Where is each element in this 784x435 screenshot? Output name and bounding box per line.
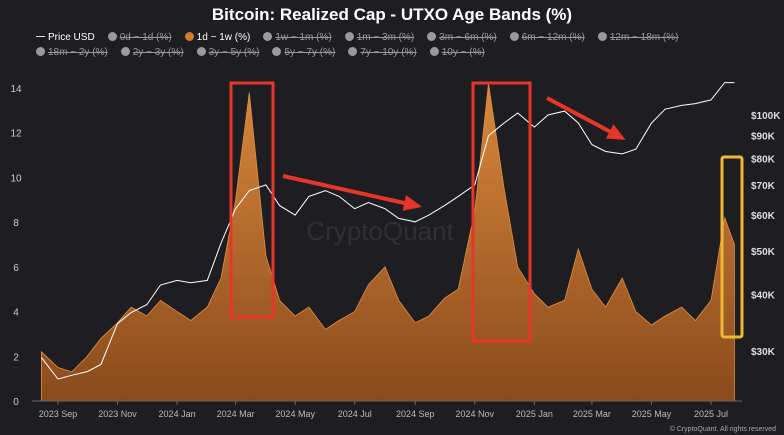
y-right-tick-label: $50K <box>751 247 776 258</box>
x-tick-label: 2025 Jan <box>516 409 553 419</box>
legend-item[interactable]: 1m ~ 3m (%) <box>344 30 415 45</box>
annotation-box <box>229 81 275 319</box>
y-right-tick-label: $30K <box>751 347 776 358</box>
legend: Price USD 0d ~ 1d (%) 1d ~ 1w (%) 1w ~ 1m (… <box>36 30 766 60</box>
legend-item[interactable]: 6m ~ 12m (%) <box>509 30 585 45</box>
x-tick-label: 2024 Sep <box>396 409 435 419</box>
annotation-arrow <box>546 96 623 140</box>
legend-label: 3m ~ 6m (%) <box>439 32 497 43</box>
legend-dot-marker <box>196 47 206 56</box>
series-line-price <box>41 82 735 380</box>
legend-label: 1m ~ 3m (%) <box>356 32 415 43</box>
x-tick-label: 2024 Jan <box>159 409 196 419</box>
y-right-tick-label: $90K <box>751 132 776 143</box>
legend-line-marker <box>36 36 45 37</box>
legend-label: 2y ~ 3y (%) <box>132 47 184 58</box>
legend-item[interactable]: 10y ~ (%) <box>429 45 485 60</box>
y-left-tick-label: 10 <box>10 173 22 184</box>
legend-item[interactable]: 3m ~ 6m (%) <box>427 30 497 45</box>
watermark: CryptoQuant <box>306 216 454 246</box>
legend-dot-marker <box>429 47 439 56</box>
legend-label: 10y ~ (%) <box>441 47 485 58</box>
y-right-tick-label: $100K <box>751 111 781 122</box>
y-left-tick-label: 8 <box>13 218 19 229</box>
legend-dot-marker <box>427 32 437 41</box>
y-left-tick-label: 0 <box>13 397 19 408</box>
arrow-head-icon <box>402 195 422 211</box>
x-tick-label: 2023 Nov <box>98 409 137 419</box>
legend-dot-marker <box>509 32 519 41</box>
legend-label: 12m ~ 18m (%) <box>609 32 679 43</box>
x-tick-label: 2024 Mar <box>217 409 255 419</box>
legend-label: 7y ~ 10y (%) <box>360 47 417 58</box>
legend-label: 1w ~ 1m (%) <box>275 32 332 43</box>
legend-dot-marker <box>107 32 117 41</box>
legend-item[interactable]: 12m ~ 18m (%) <box>597 30 679 45</box>
x-tick-label: 2025 Mar <box>573 409 611 419</box>
legend-item[interactable]: 2y ~ 3y (%) <box>120 45 184 60</box>
y-right-tick-label: $80K <box>751 155 776 166</box>
legend-label: 18m ~ 2y (%) <box>48 47 108 58</box>
series-area-1d-1w <box>40 83 735 402</box>
legend-label: 5y ~ 7y (%) <box>284 47 336 58</box>
annotation-box <box>471 81 532 343</box>
legend-item[interactable]: Price USD <box>36 30 95 45</box>
legend-dot-marker <box>597 32 607 41</box>
legend-dot-marker <box>184 32 194 41</box>
y-left-tick-label: 12 <box>10 129 22 140</box>
legend-dot-marker <box>36 47 45 56</box>
x-tick-label: 2025 May <box>632 409 672 419</box>
legend-dot-marker <box>348 47 358 56</box>
y-left-tick-label: 4 <box>13 308 19 319</box>
copyright: © CryptoQuant. All rights reserved <box>669 426 776 433</box>
legend-dot-marker <box>344 32 354 41</box>
legend-item[interactable]: 7y ~ 10y (%) <box>348 45 417 60</box>
y-left-tick-label: 14 <box>10 84 22 95</box>
y-right-tick-label: $70K <box>751 181 776 192</box>
chart-title: Bitcoin: Realized Cap - UTXO Age Bands (… <box>211 5 573 24</box>
legend-label: 0d ~ 1d (%) <box>119 32 172 43</box>
y-left-tick-label: 2 <box>13 352 19 363</box>
legend-dot-marker <box>272 47 282 56</box>
x-tick-label: 2023 Sep <box>39 409 78 419</box>
legend-dot-marker <box>120 47 130 56</box>
y-left-tick-label: 6 <box>13 263 19 274</box>
legend-item[interactable]: 1w ~ 1m (%) <box>263 30 332 45</box>
x-tick-label: 2024 Jul <box>338 409 372 419</box>
legend-label: 1d ~ 1w (%) <box>196 32 251 43</box>
x-tick-label: 2024 Nov <box>456 409 495 419</box>
legend-item[interactable]: 0d ~ 1d (%) <box>107 30 172 45</box>
y-right-tick-label: $60K <box>751 211 776 222</box>
legend-dot-marker <box>263 32 273 41</box>
legend-label: 3y ~ 5y (%) <box>208 47 260 58</box>
arrow-head-icon <box>605 124 626 140</box>
legend-item[interactable]: 1d ~ 1w (%) <box>184 30 251 45</box>
legend-item[interactable]: 18m ~ 2y (%) <box>36 45 108 60</box>
legend-item[interactable]: 3y ~ 5y (%) <box>196 45 260 60</box>
y-right-tick-label: $40K <box>751 291 776 302</box>
x-tick-label: 2025 Jul <box>694 409 728 419</box>
annotation-arrow <box>282 174 419 208</box>
legend-item[interactable]: 5y ~ 7y (%) <box>272 45 335 60</box>
legend-label: 6m ~ 12m (%) <box>521 32 585 43</box>
legend-label: Price USD <box>48 32 95 43</box>
annotation-highlight-box <box>720 155 744 339</box>
x-tick-label: 2024 May <box>275 409 315 419</box>
